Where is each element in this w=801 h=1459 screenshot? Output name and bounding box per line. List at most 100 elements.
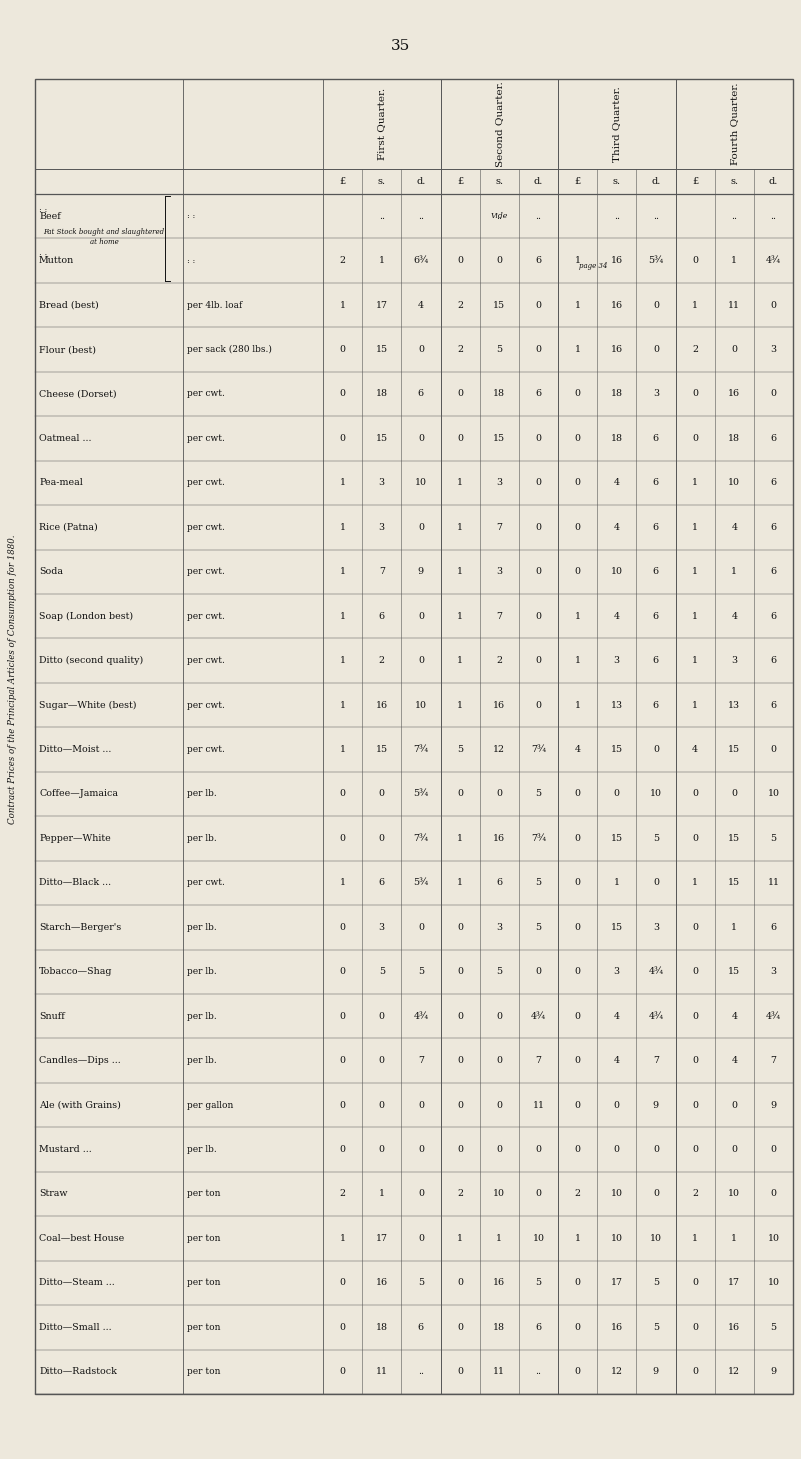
Text: 0: 0: [692, 924, 698, 932]
Text: 10: 10: [610, 1234, 622, 1243]
Text: 0: 0: [497, 1145, 502, 1154]
Text: Soda: Soda: [39, 568, 63, 576]
Text: Snuff: Snuff: [39, 1011, 65, 1021]
Text: s.: s.: [613, 177, 621, 185]
Text: 1: 1: [457, 568, 463, 576]
Text: 18: 18: [610, 390, 622, 398]
Text: 0: 0: [574, 835, 581, 843]
Text: 0: 0: [771, 746, 776, 754]
Text: 4: 4: [614, 1011, 620, 1021]
Text: 0: 0: [340, 346, 345, 355]
Text: 0: 0: [497, 1100, 502, 1110]
Text: 2: 2: [692, 346, 698, 355]
Text: 4¾: 4¾: [766, 1011, 781, 1021]
Text: 2: 2: [340, 1189, 345, 1198]
Text: 0: 0: [497, 257, 502, 266]
Text: 5: 5: [418, 967, 424, 976]
Text: 16: 16: [610, 301, 623, 309]
Text: 0: 0: [418, 522, 424, 533]
Text: 0: 0: [692, 1278, 698, 1287]
Text: 0: 0: [574, 479, 581, 487]
Text: 18: 18: [728, 433, 740, 444]
Text: 0: 0: [457, 1011, 463, 1021]
Text: 2: 2: [497, 657, 502, 665]
Text: 6: 6: [653, 700, 659, 709]
Text: 1: 1: [692, 479, 698, 487]
Text: 0: 0: [771, 301, 776, 309]
Text: 6: 6: [496, 878, 502, 887]
Text: 35: 35: [390, 39, 409, 53]
Text: 15: 15: [610, 924, 623, 932]
Text: 0: 0: [535, 301, 541, 309]
Text: 16: 16: [728, 1323, 740, 1332]
Text: per cwt.: per cwt.: [187, 568, 225, 576]
Text: 3: 3: [379, 924, 384, 932]
Text: 0: 0: [692, 835, 698, 843]
Text: Ditto—Radstock: Ditto—Radstock: [39, 1367, 117, 1376]
Text: ..: ..: [771, 212, 776, 220]
Text: ..: ..: [535, 212, 541, 220]
Text: 0: 0: [379, 789, 384, 798]
Text: 12: 12: [610, 1367, 622, 1376]
Text: 0: 0: [457, 924, 463, 932]
Text: 7: 7: [535, 1056, 541, 1065]
Text: 6: 6: [535, 1323, 541, 1332]
Text: Second Quarter.: Second Quarter.: [495, 82, 504, 166]
Text: 1: 1: [340, 479, 345, 487]
Text: 17: 17: [610, 1278, 622, 1287]
Text: 1: 1: [692, 522, 698, 533]
Text: 1: 1: [340, 878, 345, 887]
Text: 0: 0: [653, 746, 659, 754]
Text: per cwt.: per cwt.: [187, 522, 225, 533]
Text: Straw: Straw: [39, 1189, 67, 1198]
Text: per sack (280 lbs.): per sack (280 lbs.): [187, 344, 272, 355]
Text: per cwt.: per cwt.: [187, 479, 225, 487]
Text: 3: 3: [379, 479, 384, 487]
Text: per lb.: per lb.: [187, 1011, 217, 1021]
Text: 16: 16: [493, 1278, 505, 1287]
Text: 5: 5: [418, 1278, 424, 1287]
Text: 18: 18: [376, 1323, 388, 1332]
Text: 1: 1: [497, 1234, 502, 1243]
Text: 1: 1: [574, 346, 581, 355]
Text: 15: 15: [493, 301, 505, 309]
Text: per ton: per ton: [187, 1278, 220, 1287]
Text: 0: 0: [692, 433, 698, 444]
Text: ..: ..: [418, 212, 424, 220]
Text: 2: 2: [574, 1189, 581, 1198]
Text: 0: 0: [574, 1100, 581, 1110]
Text: 1: 1: [457, 1234, 463, 1243]
Text: 16: 16: [376, 700, 388, 709]
Text: 0: 0: [574, 522, 581, 533]
Text: 0: 0: [340, 835, 345, 843]
Text: 6: 6: [535, 390, 541, 398]
Text: : :: : :: [187, 257, 195, 264]
Text: 13: 13: [610, 700, 623, 709]
Text: 0: 0: [340, 433, 345, 444]
Text: 6: 6: [535, 257, 541, 266]
Text: 3: 3: [731, 657, 737, 665]
Text: 4¾: 4¾: [766, 257, 781, 266]
Text: 4: 4: [418, 301, 424, 309]
Text: 0: 0: [574, 568, 581, 576]
Text: 0: 0: [574, 433, 581, 444]
Text: 1: 1: [457, 522, 463, 533]
Text: 15: 15: [376, 346, 388, 355]
Text: 1: 1: [457, 479, 463, 487]
Text: 0: 0: [574, 924, 581, 932]
Text: 1: 1: [340, 611, 345, 620]
Text: Tobacco—Shag: Tobacco—Shag: [39, 967, 112, 976]
Text: 0: 0: [574, 1367, 581, 1376]
Text: 15: 15: [610, 746, 623, 754]
Text: 3: 3: [771, 346, 776, 355]
Text: 0: 0: [614, 1100, 620, 1110]
Text: 5: 5: [496, 346, 502, 355]
Text: Fourth Quarter.: Fourth Quarter.: [730, 83, 739, 165]
Text: 0: 0: [457, 1278, 463, 1287]
Text: 0: 0: [340, 1323, 345, 1332]
Text: 15: 15: [376, 433, 388, 444]
Text: 1: 1: [731, 1234, 737, 1243]
Text: 0: 0: [574, 1011, 581, 1021]
Text: 15: 15: [728, 878, 740, 887]
Text: 10: 10: [415, 700, 427, 709]
